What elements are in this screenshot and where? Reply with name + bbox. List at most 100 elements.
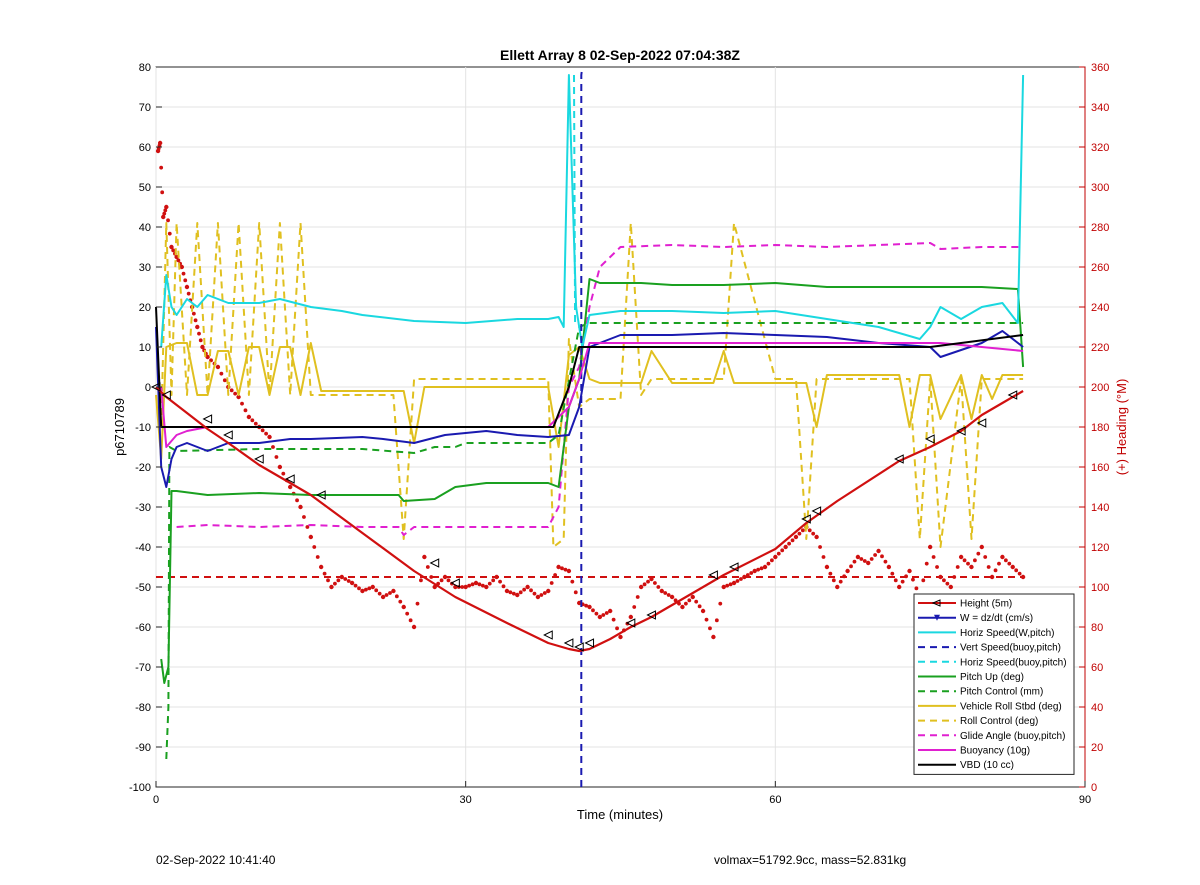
y2-tick-label: 240 xyxy=(1091,302,1109,314)
height-marker xyxy=(563,638,574,648)
heading-point xyxy=(233,391,238,396)
y-tick-label: 10 xyxy=(139,342,151,354)
heading-point xyxy=(793,534,799,540)
heading-point xyxy=(615,626,619,631)
y2-tick-label: 80 xyxy=(1091,622,1103,634)
heading-point xyxy=(161,214,166,220)
heading-point xyxy=(343,577,348,581)
y2-tick-label: 200 xyxy=(1091,382,1109,394)
heading-point xyxy=(295,498,299,503)
heading-point xyxy=(601,613,606,617)
heading-point xyxy=(646,579,650,584)
heading-point xyxy=(604,611,609,615)
heading-point xyxy=(408,618,413,623)
heading-point xyxy=(997,561,1001,566)
heading-point xyxy=(205,354,210,360)
y2-tick-label: 320 xyxy=(1091,142,1109,154)
y-axis-label: p6710789 xyxy=(112,398,127,456)
heading-point xyxy=(855,554,861,560)
heading-point xyxy=(401,604,406,610)
heading-point xyxy=(415,601,420,606)
heading-point xyxy=(659,588,664,594)
heading-point xyxy=(380,594,386,600)
heading-point xyxy=(467,583,472,588)
height-marker xyxy=(285,474,295,484)
y-tick-label: 50 xyxy=(139,182,151,194)
heading-point xyxy=(384,593,389,597)
legend-label: Horiz Speed(W,pitch) xyxy=(960,628,1054,639)
heading-point xyxy=(566,568,572,574)
heading-point xyxy=(374,588,379,593)
heading-point xyxy=(993,568,998,573)
heading-point xyxy=(460,585,465,589)
heading-point xyxy=(186,291,191,296)
heading-point xyxy=(360,588,365,594)
heading-point xyxy=(191,311,196,316)
y-tick-label: -10 xyxy=(135,422,151,434)
y-tick-label: 20 xyxy=(139,302,151,314)
heading-point xyxy=(405,611,410,616)
heading-point xyxy=(711,634,716,640)
series-group xyxy=(155,66,1026,787)
heading-point xyxy=(349,580,355,586)
heading-point xyxy=(821,555,826,559)
heading-point xyxy=(542,591,547,595)
buoyancy-10g-line xyxy=(160,342,1024,448)
heading-point xyxy=(164,204,169,210)
heading-point xyxy=(824,564,830,570)
heading-point xyxy=(246,414,252,420)
x-tick-label: 60 xyxy=(769,794,781,806)
y-tick-label: 70 xyxy=(139,102,151,114)
heading-point xyxy=(215,364,221,370)
heading-point xyxy=(553,573,558,577)
heading-point xyxy=(989,574,995,580)
height-marker xyxy=(956,426,966,436)
y-tick-label: -60 xyxy=(135,622,151,634)
heading-point xyxy=(769,558,774,563)
heading-point xyxy=(163,208,168,213)
heading-point xyxy=(264,431,269,436)
y2-tick-label: 100 xyxy=(1091,582,1109,594)
heading-point xyxy=(924,561,929,566)
heading-point xyxy=(663,591,668,595)
heading-point xyxy=(611,617,616,622)
heading-point xyxy=(890,571,895,576)
heading-point xyxy=(979,544,984,550)
heading-point xyxy=(181,271,186,276)
y-tick-label: -80 xyxy=(135,702,151,714)
heading-point xyxy=(845,568,850,574)
left-axis: -100-90-80-70-60-50-40-30-20-10010203040… xyxy=(129,62,162,794)
legend-label: Vert Speed(buoy,pitch) xyxy=(960,643,1061,654)
horiz-speed-buoy-pitch-line xyxy=(573,74,577,328)
heading-point xyxy=(880,554,884,559)
y-tick-label: -30 xyxy=(135,502,151,514)
y2-tick-label: 60 xyxy=(1091,662,1103,674)
heading-point xyxy=(739,577,743,581)
heading-point xyxy=(539,593,544,597)
y2-tick-label: 220 xyxy=(1091,342,1109,354)
heading-point xyxy=(419,578,423,583)
height-marker xyxy=(161,390,171,400)
heading-point xyxy=(183,278,188,283)
legend-label: Roll Control (deg) xyxy=(960,716,1038,727)
heading-point xyxy=(914,586,919,591)
heading-point xyxy=(446,578,451,583)
heading-point xyxy=(522,587,527,592)
heading-point xyxy=(587,604,592,610)
heading-point xyxy=(425,565,430,569)
heading-point xyxy=(222,378,227,383)
height-marker xyxy=(254,454,264,464)
heading-point xyxy=(518,590,523,595)
footer-timestamp: 02-Sep-2022 10:41:40 xyxy=(156,853,276,867)
x-tick-label: 0 xyxy=(153,794,159,806)
heading-point xyxy=(787,541,791,546)
heading-point xyxy=(570,579,575,584)
heading-point xyxy=(573,590,578,595)
y-tick-label: 0 xyxy=(145,382,151,394)
heading-point xyxy=(477,582,482,587)
y-tick-label: -50 xyxy=(135,582,151,594)
pitch-up-deg-line xyxy=(160,278,1025,684)
heading-point xyxy=(653,581,657,585)
height-marker xyxy=(223,430,233,440)
y-tick-label: -90 xyxy=(135,742,151,754)
